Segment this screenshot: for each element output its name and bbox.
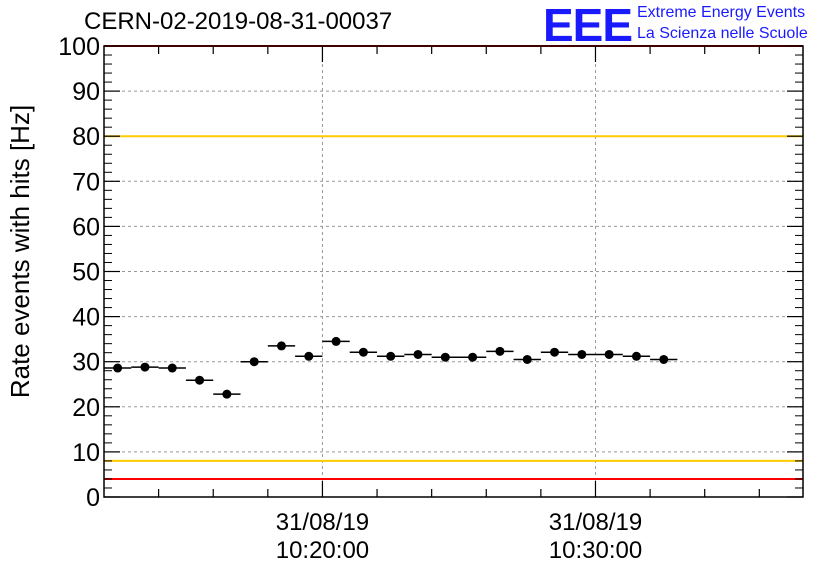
y-tick-label: 40 <box>72 304 100 332</box>
data-point <box>468 352 478 362</box>
y-axis-label: Rate events with hits [Hz] <box>5 105 35 398</box>
data-point <box>522 354 532 364</box>
y-tick-label: 90 <box>72 78 100 106</box>
y-tick-label: 10 <box>72 439 100 467</box>
tick-labels: 010203040506070809010031/08/1910:20:0031… <box>58 33 642 564</box>
x-tick-label-time: 10:30:00 <box>549 537 642 564</box>
data-point <box>413 349 423 359</box>
data-point <box>113 363 123 373</box>
data-point <box>440 352 450 362</box>
plot-frame <box>103 45 804 498</box>
reference-lines <box>104 45 803 480</box>
data-point <box>495 346 505 356</box>
data-point <box>604 349 614 359</box>
logo-line-2: La Scienza nelle Scuole <box>637 25 808 42</box>
y-tick-label: 0 <box>86 484 100 512</box>
grid-lines <box>104 46 803 497</box>
data-point <box>276 341 286 351</box>
data-points <box>104 336 678 399</box>
logo-line-1: Extreme Energy Events <box>637 4 806 21</box>
data-point <box>577 349 587 359</box>
y-tick-label: 100 <box>58 33 100 61</box>
eee-logo-mark: EEE <box>543 0 633 51</box>
chart-title: CERN-02-2019-08-31-00037 <box>84 8 393 35</box>
data-point <box>249 357 259 367</box>
x-tick-label-time: 10:20:00 <box>276 537 369 564</box>
data-point <box>631 351 641 361</box>
data-point <box>304 351 314 361</box>
data-point <box>358 347 368 357</box>
y-tick-label: 20 <box>72 394 100 422</box>
y-tick-label: 50 <box>72 259 100 287</box>
y-tick-label: 30 <box>72 349 100 377</box>
data-point <box>659 354 669 364</box>
x-tick-label-date: 31/08/19 <box>276 509 369 536</box>
data-point <box>195 375 205 385</box>
y-tick-label: 70 <box>72 168 100 196</box>
data-point <box>331 336 341 346</box>
data-point <box>550 347 560 357</box>
data-point <box>140 362 150 372</box>
data-point <box>386 351 396 361</box>
y-tick-label: 60 <box>72 213 100 241</box>
y-tick-label: 80 <box>72 123 100 151</box>
data-point <box>222 389 232 399</box>
x-tick-label-date: 31/08/19 <box>549 509 642 536</box>
data-point <box>167 363 177 373</box>
